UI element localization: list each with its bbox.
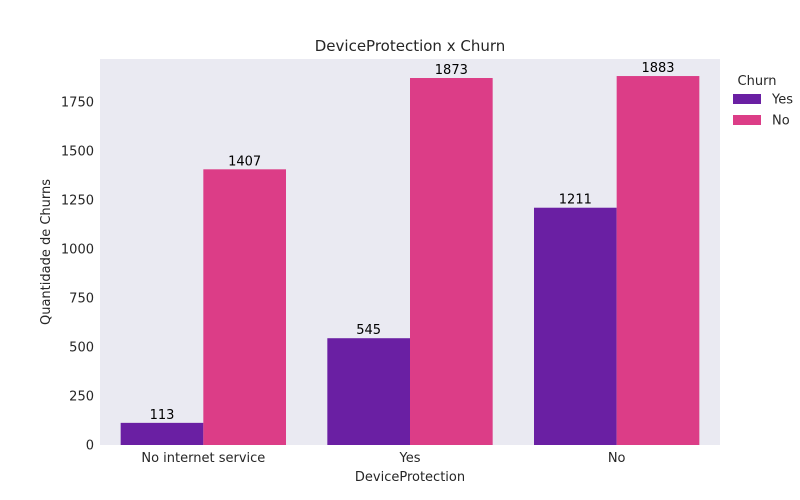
bar-value-label: 1883 bbox=[641, 61, 674, 76]
legend-title: Churn bbox=[738, 74, 777, 89]
y-tick-label: 1500 bbox=[61, 145, 94, 160]
y-tick-label: 1000 bbox=[61, 243, 94, 258]
bar-value-label: 1873 bbox=[435, 63, 468, 78]
chart-title: DeviceProtection x Churn bbox=[315, 37, 506, 55]
x-tick-label: No bbox=[608, 451, 626, 466]
bar-value-label: 545 bbox=[356, 323, 381, 338]
y-tick-label: 1750 bbox=[61, 96, 94, 111]
x-tick-label: No internet service bbox=[141, 451, 265, 466]
bar-no-1 bbox=[410, 78, 493, 445]
legend-swatch-no bbox=[733, 115, 761, 125]
y-tick-label: 250 bbox=[69, 390, 94, 405]
x-tick-label: Yes bbox=[399, 451, 421, 466]
y-tick-label: 0 bbox=[86, 439, 94, 454]
x-axis-label: DeviceProtection bbox=[355, 470, 465, 485]
y-tick-label: 500 bbox=[69, 341, 94, 356]
legend: Churn Yes No bbox=[733, 74, 793, 129]
y-tick-label: 750 bbox=[69, 292, 94, 307]
bar-value-label: 1407 bbox=[228, 154, 261, 169]
bar-value-label: 1211 bbox=[559, 193, 592, 208]
bars-group bbox=[120, 76, 700, 446]
bar-no-0 bbox=[203, 169, 286, 445]
bar-labels-group: 113 1407 545 1873 1211 1883 bbox=[150, 61, 675, 423]
bar-value-label: 113 bbox=[150, 408, 175, 423]
legend-label-no: No bbox=[772, 114, 790, 129]
bar-yes-0 bbox=[120, 422, 204, 445]
bar-yes-1 bbox=[327, 338, 410, 445]
x-axis: No internet service Yes No bbox=[141, 451, 625, 466]
legend-swatch-yes bbox=[733, 94, 761, 104]
bar-yes-2 bbox=[534, 207, 617, 445]
y-tick-label: 1250 bbox=[61, 194, 94, 209]
y-axis-label: Quantidade de Churns bbox=[39, 179, 54, 325]
y-axis: 0 250 500 750 1000 1250 1500 1750 bbox=[61, 96, 94, 454]
bar-no-2 bbox=[616, 76, 700, 446]
legend-label-yes: Yes bbox=[771, 93, 793, 108]
